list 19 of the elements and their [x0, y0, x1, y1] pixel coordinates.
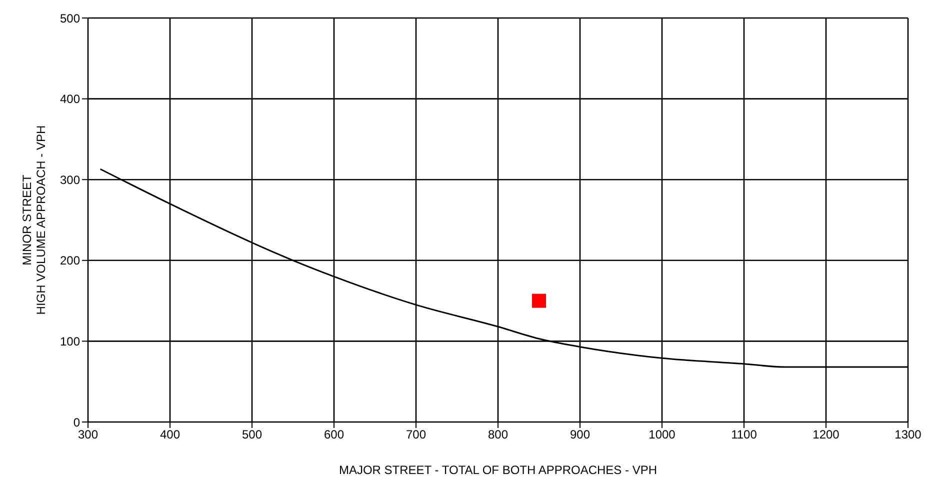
x-tick-label: 800 [488, 428, 508, 442]
x-tick-label: 1100 [731, 428, 758, 442]
y-tick-label: 100 [60, 334, 80, 348]
y-tick-label: 200 [60, 254, 80, 268]
x-tick-label: 300 [78, 428, 98, 442]
x-tick-label: 1200 [812, 428, 840, 442]
x-tick-label: 1000 [648, 428, 676, 442]
x-tick-label: 700 [406, 428, 426, 442]
y-tick-label: 400 [60, 92, 80, 106]
x-tick-label: 1300 [894, 428, 922, 442]
y-axis-title: MINOR STREET HIGH VOLUME APPROACH - VPH [20, 125, 48, 315]
y-tick-label: 500 [60, 11, 80, 26]
x-axis-title: MAJOR STREET - TOTAL OF BOTH APPROACHES - VPH [338, 463, 658, 477]
x-tick-label: 400 [160, 428, 180, 442]
x-tick-label: 600 [324, 428, 344, 442]
y-tick-label: 300 [60, 172, 80, 187]
x-tick-label: 900 [570, 428, 590, 442]
x-tick-label: 500 [242, 428, 262, 442]
y-tick-label: 0 [73, 415, 80, 430]
